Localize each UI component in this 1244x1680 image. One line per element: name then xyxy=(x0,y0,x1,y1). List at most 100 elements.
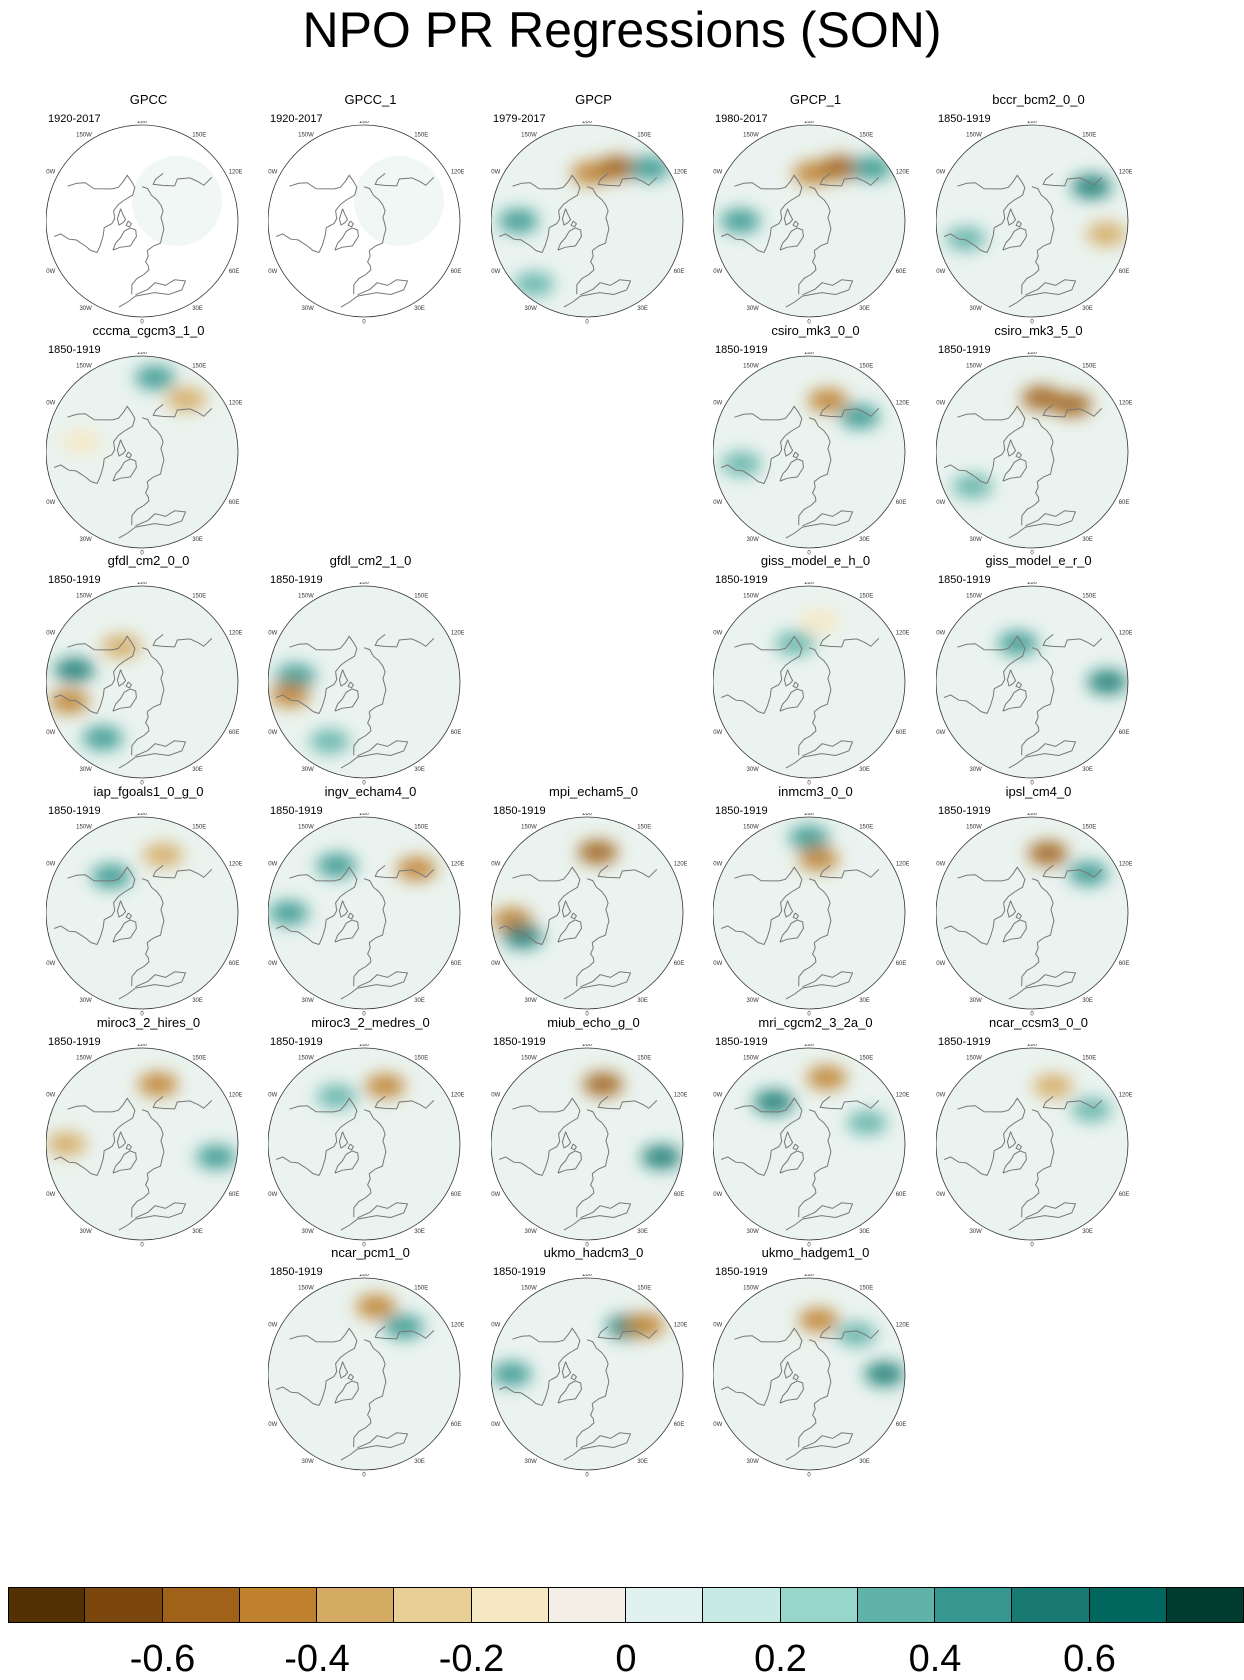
longitude-label: 60E xyxy=(229,269,240,275)
longitude-label: 120W xyxy=(268,170,278,176)
anomaly-region xyxy=(138,1072,178,1096)
anomaly-region xyxy=(143,843,183,867)
panel-title: inmcm3_0_0 xyxy=(713,785,918,799)
longitude-label: 150W xyxy=(743,132,759,138)
map-panel: GPCP_11980-2017180150W150E120W120E90W90E… xyxy=(713,93,948,333)
map-panel: GPCP1979-2017180150W150E120W120E90W90E60… xyxy=(491,93,726,333)
longitude-label: 30E xyxy=(192,767,203,773)
polar-map: 180150W150E120W120E90W90E60W60E30W30E0 xyxy=(713,813,909,1023)
polar-map: 180150W150E120W120E90W90E60W60E30W30E0 xyxy=(936,121,1132,331)
longitude-label: 120E xyxy=(896,1093,909,1099)
longitude-label: 180 xyxy=(137,1044,148,1048)
longitude-label: 60W xyxy=(46,500,56,506)
longitude-label: 0 xyxy=(807,1473,811,1479)
longitude-label: 30E xyxy=(859,1459,870,1465)
anomaly-region xyxy=(864,1362,904,1386)
longitude-label: 30E xyxy=(637,306,648,312)
longitude-label: 30W xyxy=(746,306,759,312)
longitude-label: 150E xyxy=(414,1285,428,1291)
longitude-label: 30W xyxy=(746,1229,759,1235)
longitude-label: 30W xyxy=(301,1459,314,1465)
longitude-label: 120W xyxy=(936,631,946,637)
longitude-label: 30W xyxy=(969,1229,982,1235)
colorbar-tick-label: -0.2 xyxy=(432,1640,512,1678)
longitude-label: 0 xyxy=(1030,1243,1034,1249)
longitude-label: 0 xyxy=(585,1473,589,1479)
polar-map: 180150W150E120W120E90W90E60W60E30W30E0 xyxy=(713,121,909,331)
colorbar-segment xyxy=(1167,1587,1244,1623)
anomaly-region xyxy=(799,847,839,871)
longitude-label: 120W xyxy=(491,1093,501,1099)
longitude-label: 180 xyxy=(804,1044,815,1048)
longitude-label: 120W xyxy=(491,1323,501,1329)
longitude-label: 60E xyxy=(896,961,907,967)
anomaly-region xyxy=(836,1322,876,1346)
longitude-label: 150E xyxy=(414,824,428,830)
longitude-label: 30E xyxy=(859,1229,870,1235)
colorbar-segment xyxy=(781,1587,858,1623)
anomaly-region xyxy=(998,631,1038,655)
polar-map: 180150W150E120W120E90W90E60W60E30W30E0 xyxy=(268,813,464,1023)
longitude-label: 30W xyxy=(79,1229,92,1235)
longitude-label: 60W xyxy=(936,1192,946,1198)
anomaly-region xyxy=(498,209,538,233)
longitude-label: 120W xyxy=(268,1323,278,1329)
longitude-label: 30W xyxy=(301,767,314,773)
longitude-label: 30W xyxy=(969,767,982,773)
longitude-label: 120W xyxy=(46,631,56,637)
polar-map: 180150W150E120W120E90W90E60W60E30W30E0 xyxy=(491,1044,687,1254)
longitude-label: 150E xyxy=(192,132,206,138)
longitude-label: 180 xyxy=(137,813,148,817)
colorbar-segment xyxy=(163,1587,240,1623)
longitude-label: 60W xyxy=(936,961,946,967)
longitude-label: 120E xyxy=(896,170,909,176)
map-panel: ncar_pcm1_01850-1919180150W150E120W120E9… xyxy=(268,1246,503,1486)
polar-map: 180150W150E120W120E90W90E60W60E30W30E0 xyxy=(46,1044,242,1254)
longitude-label: 150E xyxy=(637,1285,651,1291)
longitude-label: 120E xyxy=(1119,631,1132,637)
longitude-label: 60E xyxy=(1119,730,1130,736)
panel-title: ipsl_cm4_0 xyxy=(936,785,1141,799)
anomaly-region xyxy=(166,387,206,411)
panel-title: miroc3_2_medres_0 xyxy=(268,1016,473,1030)
longitude-label: 30W xyxy=(746,998,759,1004)
longitude-label: 180 xyxy=(359,121,370,125)
longitude-label: 60W xyxy=(713,500,723,506)
longitude-label: 150E xyxy=(192,824,206,830)
longitude-label: 180 xyxy=(137,352,148,356)
anomaly-region xyxy=(800,609,840,633)
map-panel: miroc3_2_hires_01850-1919180150W150E120W… xyxy=(46,1016,281,1256)
longitude-label: 150W xyxy=(743,1285,759,1291)
longitude-label: 120E xyxy=(896,862,909,868)
anomaly-region xyxy=(356,1294,396,1318)
longitude-label: 180 xyxy=(1027,582,1038,586)
longitude-label: 60W xyxy=(46,269,56,275)
longitude-label: 30W xyxy=(746,767,759,773)
longitude-label: 180 xyxy=(582,1274,593,1278)
colorbar-segment xyxy=(858,1587,935,1623)
longitude-label: 150E xyxy=(1082,824,1096,830)
anomaly-region xyxy=(61,429,101,453)
panel-title: csiro_mk3_5_0 xyxy=(936,324,1141,338)
polar-map: 180150W150E120W120E90W90E60W60E30W30E0 xyxy=(713,582,909,792)
longitude-label: 60E xyxy=(674,269,685,275)
longitude-label: 180 xyxy=(359,1274,370,1278)
anomaly-region xyxy=(54,658,94,682)
longitude-label: 120W xyxy=(936,1093,946,1099)
data-coverage xyxy=(354,156,444,246)
longitude-label: 60E xyxy=(674,1422,685,1428)
polar-map: 180150W150E120W120E90W90E60W60E30W30E0 xyxy=(268,121,464,331)
longitude-label: 60W xyxy=(491,269,501,275)
longitude-label: 60E xyxy=(674,1192,685,1198)
map-panel: ingv_echam4_01850-1919180150W150E120W120… xyxy=(268,785,503,1025)
longitude-label: 30W xyxy=(969,306,982,312)
longitude-label: 150W xyxy=(743,824,759,830)
polar-map: 180150W150E120W120E90W90E60W60E30W30E0 xyxy=(268,1044,464,1254)
longitude-label: 30W xyxy=(79,537,92,543)
colorbar-segment xyxy=(1012,1587,1089,1623)
longitude-label: 60W xyxy=(713,961,723,967)
colorbar-segment xyxy=(240,1587,317,1623)
longitude-label: 30W xyxy=(301,998,314,1004)
longitude-label: 30E xyxy=(637,1229,648,1235)
panel-title: miub_echo_g_0 xyxy=(491,1016,696,1030)
